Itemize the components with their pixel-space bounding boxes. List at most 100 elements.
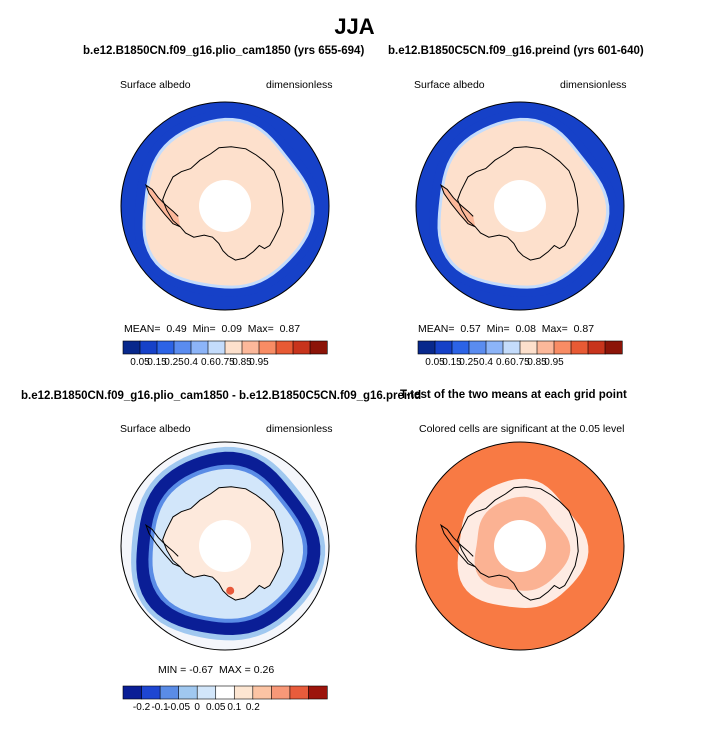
panel2-colorbar-tick-label: 0.05 — [425, 357, 445, 368]
panel4-map-map-border — [415, 441, 625, 651]
panel2-colorbar-tick-label: 0.4 — [479, 357, 493, 368]
panel2-colorbar-box — [468, 340, 487, 355]
panel1-colorbar-box — [224, 340, 243, 355]
panel3-map-peninsula-coast — [144, 523, 181, 568]
panel2-map — [415, 101, 625, 311]
panel1-colorbar-tick-label: 0.95 — [249, 357, 269, 368]
panel3-min-value: -0.67 — [189, 664, 214, 676]
panel2-colorbar-box — [502, 340, 521, 355]
panel1-map-pole-hole — [199, 180, 251, 232]
panel3-colorbar-box — [122, 685, 143, 700]
panel1-colorbar: 0.050.150.25 0.4 0.6 0.750.850.95 — [122, 340, 328, 368]
panel3-map-pole-hole — [199, 520, 251, 572]
panel1-colorbar-box — [309, 340, 328, 355]
panel3-colorbar-box — [215, 685, 235, 700]
panel2-variable-label: Surface albedo — [414, 79, 485, 91]
panel1-mean-label: MEAN= — [124, 323, 161, 335]
panel4-map-pole-hole — [494, 520, 546, 572]
panel2-map-coastline — [457, 146, 579, 261]
panel3-max-value: 0.26 — [253, 664, 275, 676]
panel4-map — [415, 441, 625, 651]
panel2-colorbar-box — [570, 340, 589, 355]
panel1-map-map-border — [120, 101, 330, 311]
panel1-colorbar-box — [275, 340, 294, 355]
panel2-units-label: dimensionless — [560, 79, 627, 91]
panel1-colorbar-box — [207, 340, 226, 355]
panel1-colorbar-tick-label: 0.75 — [215, 357, 235, 368]
panel4-subtitle: Colored cells are significant at the 0.0… — [419, 423, 625, 435]
panel2-colorbar-box — [451, 340, 470, 355]
panel1-min-label: Min= — [192, 323, 216, 335]
panel3-colorbar-tick-label: 0.1 — [227, 702, 241, 713]
panel3-map — [120, 441, 330, 651]
panel2-colorbar-box — [604, 340, 623, 355]
panel2-colorbar-box — [485, 340, 504, 355]
panel1-min-value: 0.09 — [221, 323, 242, 335]
panel1-colorbar-box — [190, 340, 209, 355]
panel2-colorbar-tick-label: 0.75 — [510, 357, 530, 368]
panel1-variable-label: Surface albedo — [120, 79, 191, 91]
panel2-mean-value: 0.57 — [460, 323, 481, 335]
panel2-map-map-border — [415, 101, 625, 311]
panel3-colorbar-box — [308, 685, 328, 700]
panel1-map-peninsula-coast — [144, 183, 181, 228]
panel3-variable-label: Surface albedo — [120, 423, 191, 435]
panel3-colorbar-box — [159, 685, 180, 700]
panel1-colorbar-box — [258, 340, 277, 355]
panel2-max-value: 0.87 — [573, 323, 595, 335]
panel3-colorbar-box — [289, 685, 310, 700]
panel2-colorbar-box — [536, 340, 555, 355]
panel3-colorbar-box — [271, 685, 291, 700]
panel1-mean-value: 0.49 — [166, 323, 187, 335]
panel1-colorbar-tick-label: 0.4 — [184, 357, 198, 368]
panel2-colorbar-tick-label: 0.85 — [527, 357, 547, 368]
panel1-colorbar-tick-label: 0.05 — [130, 357, 150, 368]
panel2-colorbar-tick-label: 0.95 — [544, 357, 564, 368]
panel1-map-peninsula — [146, 185, 181, 227]
panel1-colorbar-box — [173, 340, 192, 355]
panel2-max-label: Max= — [541, 323, 568, 335]
panel3-map-positive-spot — [226, 586, 235, 595]
panel2-colorbar-box — [417, 340, 436, 355]
panel1-colorbar-tick-label: 0.15 — [147, 357, 167, 368]
panel3-colorbar-tick-label: -0.1 — [151, 702, 169, 713]
panel2-stats: MEAN= 0.57 Min= 0.08 Max= 0.87 — [418, 323, 594, 335]
panel1-colorbar-box — [241, 340, 260, 355]
panel3-colorbar-tick-label: 0.2 — [246, 702, 260, 713]
panel1-colorbar-tick-label: 0.6 — [201, 357, 215, 368]
panel4-title: T-test of the two means at each grid poi… — [400, 389, 627, 401]
panel3-max-label: MAX = — [219, 664, 251, 676]
panel1-stats: MEAN= 0.49 Min= 0.09 Max= 0.87 — [124, 323, 300, 335]
panel3-colorbar-box — [196, 685, 217, 700]
panel1-max-label: Max= — [247, 323, 274, 335]
page-title: JJA — [334, 14, 375, 39]
panel2-colorbar-tick-label: 0.15 — [442, 357, 462, 368]
panel3-units-label: dimensionless — [266, 423, 333, 435]
panel2-title: b.e12.B1850C5CN.f09_g16.preind (yrs 601-… — [388, 45, 644, 57]
panel2-mean-label: MEAN= — [418, 323, 455, 335]
panel2-min-value: 0.08 — [515, 323, 536, 335]
panel3-min-label: MIN = — [158, 664, 187, 676]
panel2-colorbar-box — [434, 340, 453, 355]
panel3-colorbar-box — [178, 685, 198, 700]
panel2-map-peninsula — [441, 185, 476, 227]
panel4-map-peninsula-coast — [439, 523, 476, 568]
panel1-colorbar-box — [122, 340, 141, 355]
panel2-min-label: Min= — [486, 323, 510, 335]
panel2-colorbar-box — [587, 340, 606, 355]
panel3-colorbar-tick-label: -0.05 — [167, 702, 190, 713]
panel2-colorbar-box — [553, 340, 572, 355]
panel1-max-value: 0.87 — [279, 323, 301, 335]
panel1-colorbar-tick-label: 0.85 — [232, 357, 252, 368]
panel3-colorbar: -0.2 -0.1-0.05 0 0.05 0.1 0.2 — [122, 685, 328, 713]
panel2-colorbar-tick-label: 0.6 — [496, 357, 510, 368]
panel3-colorbar-box — [233, 685, 254, 700]
panel3-map-coastline — [162, 486, 284, 601]
panel3-colorbar-box — [252, 685, 272, 700]
panel1-colorbar-box — [156, 340, 175, 355]
panel2-colorbar: 0.050.150.25 0.4 0.6 0.750.850.95 — [417, 340, 623, 368]
panel1-map-coastline — [162, 146, 284, 261]
panel3-stats: MIN = -0.67 MAX = 0.26 — [158, 664, 274, 676]
panel2-colorbar-tick-label: 0.25 — [459, 357, 479, 368]
